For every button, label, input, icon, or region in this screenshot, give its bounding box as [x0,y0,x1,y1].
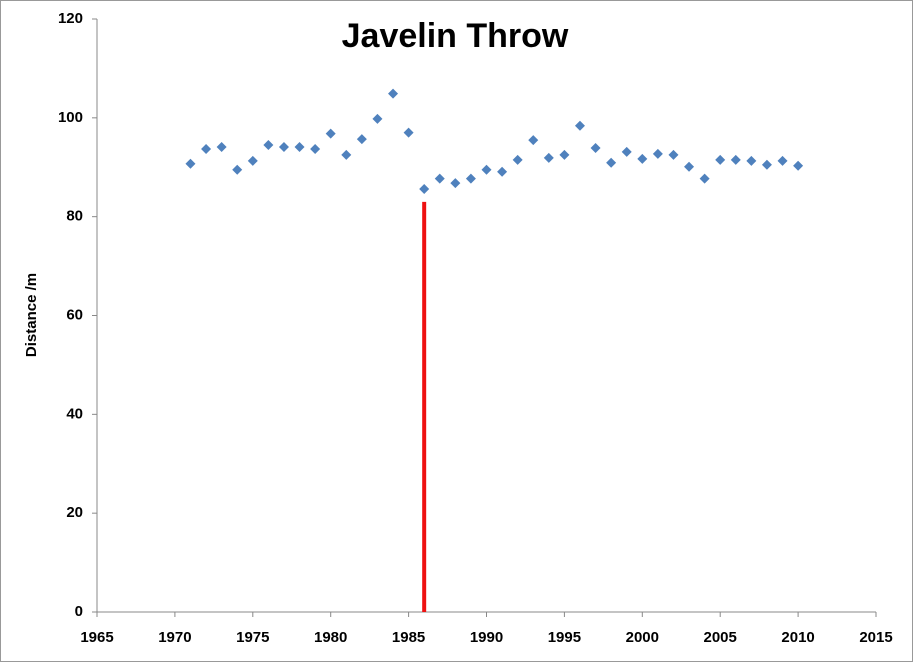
point [761,159,772,170]
point [777,155,788,166]
point [310,143,321,154]
point [388,88,399,99]
point [247,155,258,166]
point [450,178,461,189]
point [372,113,383,124]
point [746,155,757,166]
point [216,141,227,152]
x-tick-label: 1975 [236,629,269,646]
y-tick-label: 20 [66,504,83,521]
point [606,157,617,168]
point [793,160,804,171]
point [621,146,632,157]
x-tick-label: 2005 [704,629,737,646]
point [465,173,476,184]
point [325,128,336,139]
y-tick-label: 60 [66,306,83,323]
point [574,120,585,131]
y-tick-label: 40 [66,405,83,422]
point [356,134,367,145]
point [512,154,523,165]
point [668,149,679,160]
point [434,173,445,184]
point [341,149,352,160]
point [497,166,508,177]
x-tick-label: 1965 [80,629,113,646]
y-axis-label: Distance /m [23,273,40,357]
point [590,142,601,153]
x-tick-label: 1995 [548,629,581,646]
point [699,173,710,184]
y-tick-label: 0 [75,603,83,620]
point [652,148,663,159]
point [559,149,570,160]
point [481,164,492,175]
x-tick-label: 1980 [314,629,347,646]
x-tick-label: 2015 [859,629,892,646]
point [278,141,289,152]
x-tick-label: 2000 [626,629,659,646]
point [201,143,212,154]
y-tick-label: 100 [58,109,83,126]
point [232,164,243,175]
x-tick-label: 2010 [781,629,814,646]
point [263,140,274,151]
point [715,154,726,165]
point [403,127,414,138]
y-tick-label: 120 [58,10,83,27]
y-tick-label: 80 [66,208,83,225]
x-tick-label: 1990 [470,629,503,646]
point [185,158,196,169]
point [543,152,554,163]
x-tick-label: 1970 [158,629,191,646]
point [637,153,648,164]
point [294,141,305,152]
point [419,183,430,194]
chart-title: Javelin Throw [342,17,569,55]
point [684,161,695,172]
point [528,135,539,146]
x-tick-label: 1985 [392,629,425,646]
point [730,154,741,165]
